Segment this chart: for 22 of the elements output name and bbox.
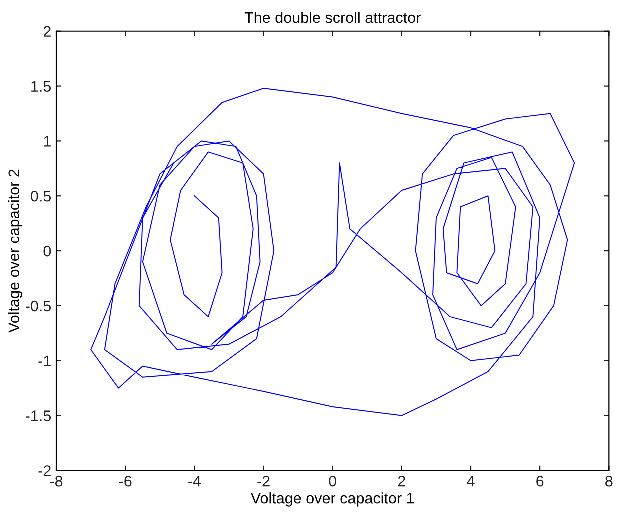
x-tick-label: 6 [536,476,544,487]
x-tick-label: 4 [467,476,475,487]
y-tick-label: 1.5 [32,81,52,92]
y-tick-label: 2 [44,26,51,37]
y-tick-label: -0.5 [26,300,52,312]
y-tick-label: 0 [44,246,52,257]
y-tick-label: -1.5 [26,410,52,422]
x-axis-title: Voltage over capacitor 1 [250,492,414,507]
y-tick-label: 1 [44,136,51,147]
x-tick-label: -8 [50,476,63,487]
x-tick-label: 0 [329,476,336,487]
y-tick-label: 0.5 [31,190,52,202]
x-tick-label: 2 [398,476,406,487]
chart-title: The double scroll attractor [244,12,421,24]
x-tick-label: -2 [258,476,270,487]
x-tick-label: 8 [606,476,613,487]
x-tick-label: -4 [188,476,202,487]
y-tick-label: -2 [38,466,51,476]
line-series [90,88,576,416]
y-tick-label: -1 [38,356,51,366]
x-tick-label: -6 [119,476,132,487]
y-axis-title: Voltage over capacitor 2 [8,170,23,333]
